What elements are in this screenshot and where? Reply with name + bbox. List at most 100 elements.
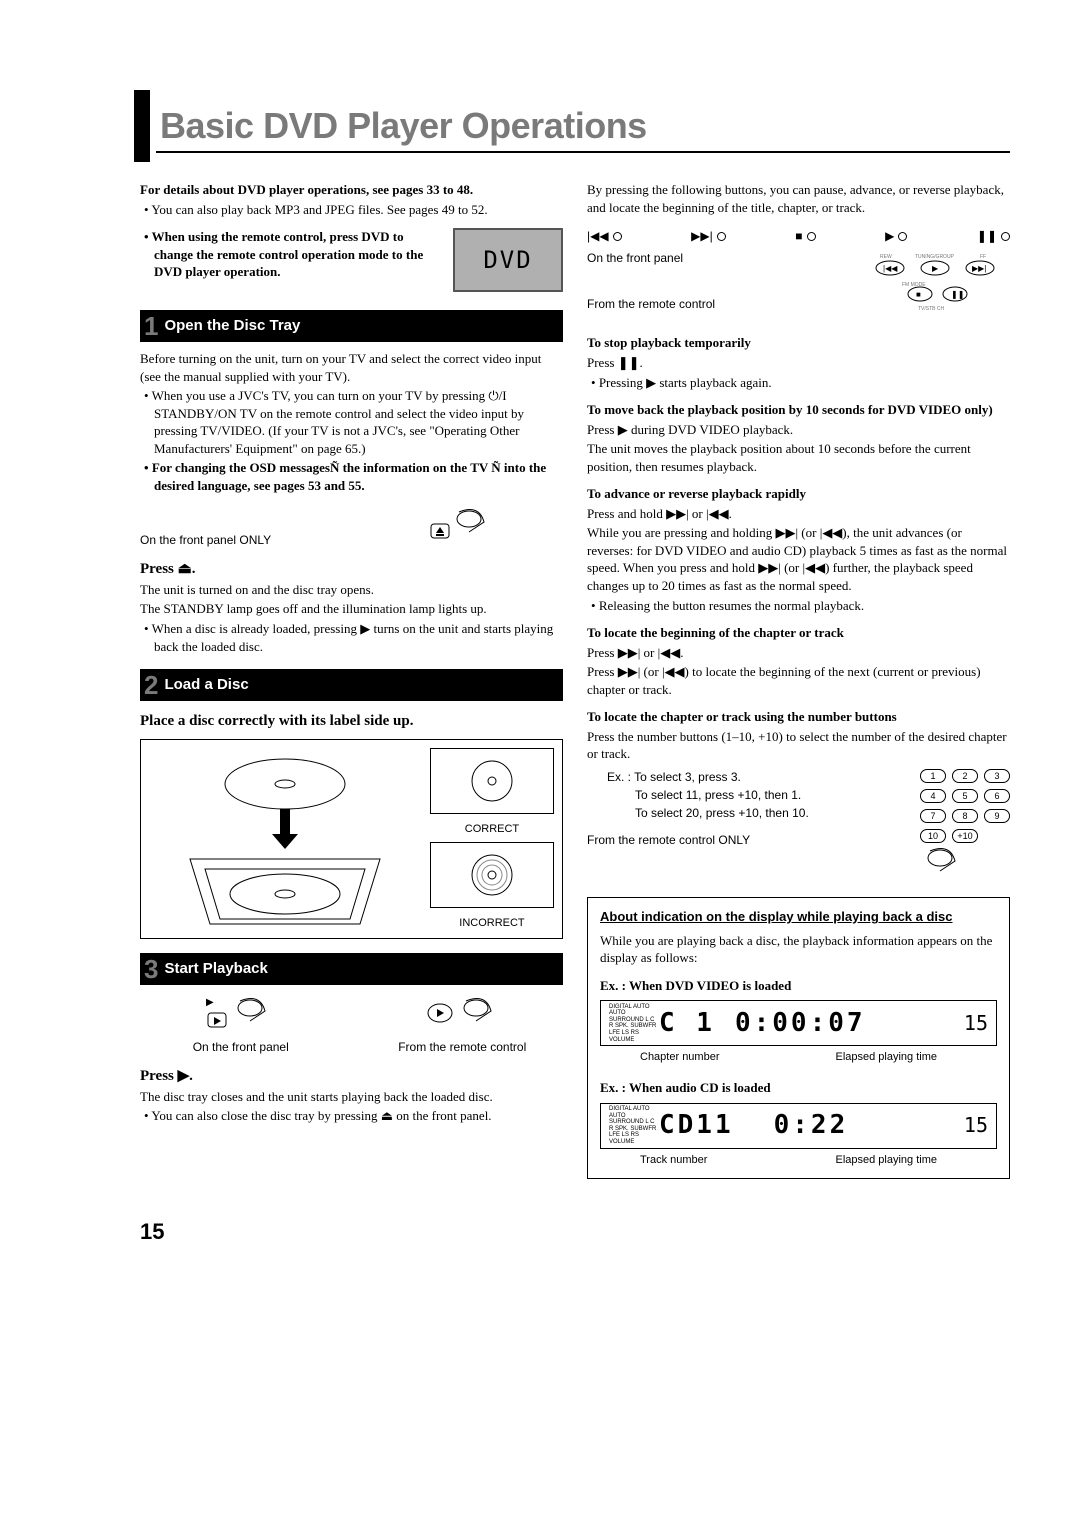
remote-note: • When using the remote control, press D… (140, 228, 443, 281)
advrev-2: While you are pressing and holding ▶▶| (… (587, 524, 1010, 594)
step2-num: 2 (144, 672, 158, 698)
numpad: 1 2 3 4 5 6 7 8 9 (920, 769, 1010, 823)
stop-temp-h: To stop playback temporarily (587, 334, 1010, 352)
step1-s3: • When a disc is already loaded, pressin… (140, 620, 563, 655)
front-panel-eject-row: On the front panel ONLY (140, 504, 563, 548)
num-9: 9 (984, 809, 1010, 823)
disc-main-illustration (149, 748, 422, 930)
disc-incorrect-icon (467, 850, 517, 900)
lcd-cd: DIGITAL AUTO AUTO SURROUND L C R SPK. SU… (600, 1103, 997, 1149)
num-1: 1 (920, 769, 946, 783)
step1-p2: • When you use a JVC's TV, you can turn … (140, 387, 563, 457)
step1-header: 1 Open the Disc Tray (140, 310, 563, 342)
remote-cluster-icon: REW TUNING/GROUP FF |◀◀ ▶ ▶▶| FM MODE ■ … (860, 250, 1010, 320)
title-rule (156, 151, 1010, 153)
numsel-1: Press the number buttons (1–10, +10) to … (587, 728, 1010, 763)
prev-track-icon: |◀◀ (587, 228, 622, 244)
svg-text:TV/STB CH: TV/STB CH (918, 306, 945, 312)
ex1-label: Ex. : When DVD VIDEO is loaded (600, 977, 997, 995)
right-column: By pressing the following buttons, you c… (587, 181, 1010, 1179)
page-title: Basic DVD Player Operations (160, 105, 1040, 147)
step3-s2-text: You can also close the disc tray by pres… (151, 1108, 491, 1123)
stop-icon: ■ (795, 228, 815, 244)
press-play: Press ▶. (140, 1066, 563, 1086)
lcd-dvd-caption: Chapter number Elapsed playing time (600, 1050, 997, 1065)
incorrect-thumb (430, 842, 554, 907)
numsel-ex1: Ex. : To select 3, press 3. (587, 769, 908, 785)
lcd-tags-2: DIGITAL AUTO AUTO SURROUND L C R SPK. SU… (609, 1106, 659, 1146)
step1-p1: Before turning on the unit, turn on your… (140, 350, 563, 385)
num-7: 7 (920, 809, 946, 823)
num-6: 6 (984, 789, 1010, 803)
play-icon: ▶ (885, 228, 907, 244)
moveback-1: Press ▶ during DVD VIDEO playback. (587, 421, 1010, 439)
advrev-3-text: Releasing the button resumes the normal … (599, 598, 864, 613)
eject-icon (429, 504, 489, 544)
num-3: 3 (984, 769, 1010, 783)
disc-side-panel: CORRECT INCORRECT (430, 748, 554, 930)
player-tray-icon (180, 749, 390, 929)
remote-play: From the remote control (362, 995, 564, 1055)
ex2-label: Ex. : When audio CD is loaded (600, 1079, 997, 1097)
step1-p3: • For changing the OSD messagesÑ the inf… (140, 459, 563, 494)
num-8: 8 (952, 809, 978, 823)
num-5: 5 (952, 789, 978, 803)
step3-s2: • You can also close the disc tray by pr… (140, 1107, 563, 1125)
content-columns: For details about DVD player operations,… (140, 181, 1010, 1179)
incorrect-label: INCORRECT (430, 916, 554, 931)
front-panel-play: ▶ On the front panel (140, 995, 342, 1055)
lcd-dvd-left: C 1 (659, 1006, 715, 1041)
step1-num: 1 (144, 313, 158, 339)
remote-play-icon (422, 995, 502, 1035)
step1-s1: The unit is turned on and the disc tray … (140, 581, 563, 599)
lcd-dvd-vol: 15 (964, 1010, 988, 1037)
svg-text:❚❚: ❚❚ (951, 290, 964, 299)
step2-heading: Place a disc correctly with its label si… (140, 711, 563, 731)
advrev-h: To advance or reverse playback rapidly (587, 485, 1010, 503)
press-eject: Press ⏏. (140, 559, 563, 579)
remote-note-row: • When using the remote control, press D… (140, 228, 563, 292)
stop-temp-2-text: Pressing ▶ starts playback again. (599, 375, 772, 390)
info-box-intro: While you are playing back a disc, the p… (600, 932, 997, 967)
step1-label: Open the Disc Tray (164, 316, 300, 336)
step2-header: 2 Load a Disc (140, 669, 563, 701)
play-button-icon: ▶ (206, 995, 276, 1035)
eject-button-diagram (429, 504, 563, 548)
lcd-cd-left: CD11 (659, 1108, 734, 1143)
num-2: 2 (952, 769, 978, 783)
num-4: 4 (920, 789, 946, 803)
locate-h: To locate the beginning of the chapter o… (587, 624, 1010, 642)
step3-header: 3 Start Playback (140, 953, 563, 985)
stop-temp-2: • Pressing ▶ starts playback again. (587, 374, 1010, 392)
stop-temp-1: Press ❚❚. (587, 354, 1010, 372)
remote-note-text: When using the remote control, press DVD… (152, 229, 424, 279)
step1-p2-text: When you use a JVC's TV, you can turn on… (152, 388, 524, 456)
moveback-2: The unit moves the playback position abo… (587, 440, 1010, 475)
locate-2: Press ▶▶| (or |◀◀) to locate the beginni… (587, 663, 1010, 698)
panel-source-row: On the front panel From the remote contr… (587, 250, 1010, 324)
lcd-tags-1: DIGITAL AUTO AUTO SURROUND L C R SPK. SU… (609, 1004, 659, 1044)
svg-text:■: ■ (916, 290, 921, 299)
display-info-box: About indication on the display while pl… (587, 897, 1010, 1178)
front-panel-only-label: On the front panel ONLY (140, 532, 409, 548)
hand-pointer-icon (920, 845, 980, 877)
svg-text:▶: ▶ (206, 997, 214, 1008)
from-remote-only: From the remote control ONLY (587, 832, 908, 848)
lcd-cd-caption: Track number Elapsed playing time (600, 1153, 997, 1168)
locate-1: Press ▶▶| or |◀◀. (587, 644, 1010, 662)
step2-label: Load a Disc (164, 675, 248, 695)
svg-text:▶▶|: ▶▶| (972, 264, 986, 273)
lcd-cd-right: 0:22 (774, 1108, 849, 1143)
svg-text:|◀◀: |◀◀ (883, 264, 898, 273)
left-column: For details about DVD player operations,… (140, 181, 563, 1179)
ex2-cap-right: Elapsed playing time (835, 1153, 937, 1168)
info-box-title: About indication on the display while pl… (600, 908, 997, 926)
correct-thumb (430, 748, 554, 813)
advrev-3: • Releasing the button resumes the norma… (587, 597, 1010, 615)
step3-s1: The disc tray closes and the unit starts… (140, 1088, 563, 1106)
details-ref: For details about DVD player operations,… (140, 181, 563, 199)
play-controls-row: ▶ On the front panel From the remote con… (140, 995, 563, 1055)
numsel-h: To locate the chapter or track using the… (587, 708, 1010, 726)
step1-s2: The STANDBY lamp goes off and the illumi… (140, 600, 563, 618)
from-remote-label-2: From the remote control (587, 296, 848, 312)
